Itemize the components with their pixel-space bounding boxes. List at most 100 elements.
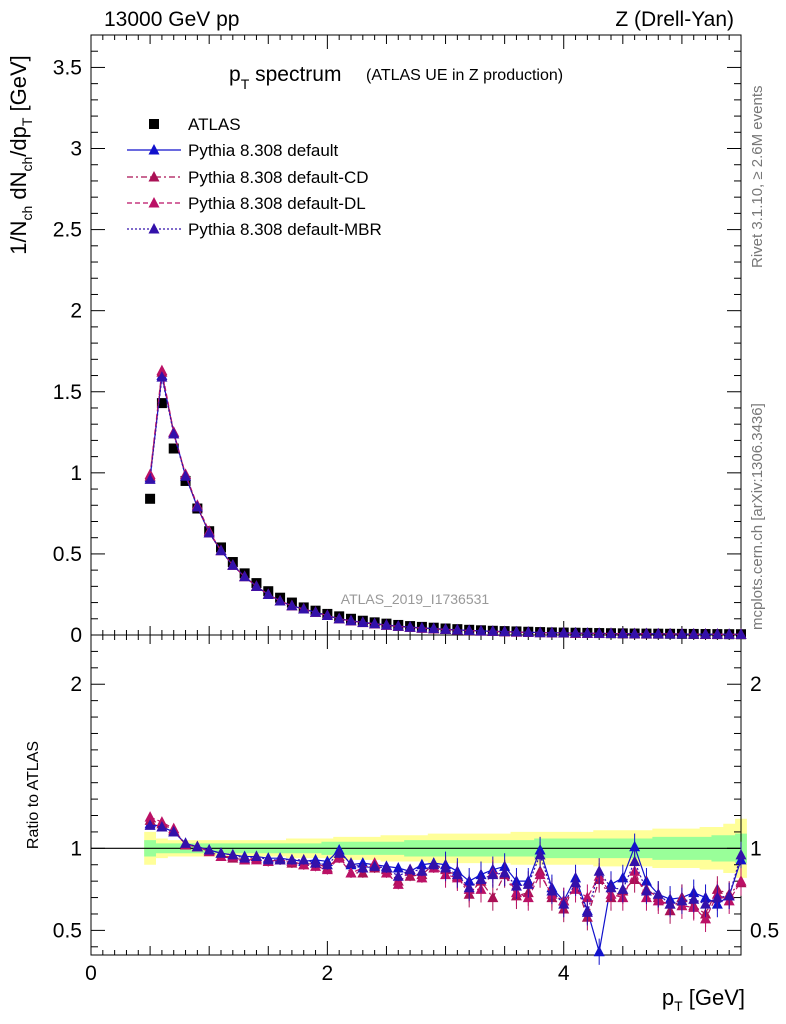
ratio-point-3 xyxy=(735,848,747,860)
ratio-point-2 xyxy=(700,912,712,924)
atlas-data-point xyxy=(180,475,191,486)
mc-point-4 xyxy=(392,620,404,631)
header-left-label: 13000 GeV pp xyxy=(104,8,240,31)
ratio-point-3 xyxy=(321,858,333,870)
mc-point-4 xyxy=(250,580,262,591)
ratio-point-0 xyxy=(416,858,428,870)
ratio-point-3 xyxy=(475,873,487,885)
mc-point-4 xyxy=(239,570,251,582)
mc-point-4 xyxy=(416,622,428,633)
mc-point-3 xyxy=(156,364,168,376)
mc-point-4 xyxy=(487,625,499,636)
x-tick-label: 2 xyxy=(322,962,334,985)
mc-point-4 xyxy=(593,627,605,638)
mc-point-4 xyxy=(227,559,239,570)
mc-point-4 xyxy=(191,500,203,512)
ratio-y-axis-title: Ratio to ATLAS xyxy=(25,741,42,849)
ratio-point-3 xyxy=(451,868,463,880)
ratio-point-3 xyxy=(617,883,629,894)
ratio-point-3 xyxy=(652,888,664,899)
mc-point-4 xyxy=(428,622,440,634)
x-tick-label: 0 xyxy=(85,962,97,985)
mc-point-4 xyxy=(262,588,274,599)
mc-point-4 xyxy=(711,628,723,639)
mc-point-4 xyxy=(499,625,511,637)
ratio-point-0 xyxy=(629,840,641,852)
plot-title: pT spectrum xyxy=(229,63,341,92)
atlas-data-point xyxy=(156,398,167,409)
ratio-point-3 xyxy=(345,857,357,868)
ratio-point-3 xyxy=(215,847,227,858)
ratio-point-3 xyxy=(333,847,345,858)
mc-point-4 xyxy=(168,427,180,439)
ratio-point-3 xyxy=(380,862,392,873)
ratio-point-3 xyxy=(629,855,641,866)
ratio-point-3 xyxy=(286,853,298,865)
ratio-point-3 xyxy=(428,858,440,870)
ratio-point-3 xyxy=(676,894,688,906)
legend-atlas-marker xyxy=(149,119,159,129)
mc-point-4 xyxy=(310,606,322,617)
mc-point-4 xyxy=(664,627,676,639)
mc-point-4 xyxy=(369,617,381,629)
legend-entry-label: Pythia 8.308 default xyxy=(188,141,339,160)
mc-point-4 xyxy=(735,628,747,639)
ratio-point-3 xyxy=(570,876,582,888)
ratio-point-1 xyxy=(487,891,499,903)
ratio-point-3 xyxy=(463,881,475,893)
y-tick-label: 0 xyxy=(70,624,82,647)
ratio-y-tick-label-left: 1 xyxy=(70,837,82,860)
legend-entry-label: ATLAS xyxy=(188,115,241,134)
ratio-point-3 xyxy=(546,885,558,896)
legend-marker-1 xyxy=(148,144,160,155)
y-tick-label: 3 xyxy=(70,138,82,161)
mc-point-4 xyxy=(617,627,629,639)
ratio-point-2 xyxy=(534,868,546,880)
mc-point-4 xyxy=(404,621,416,632)
ratio-point-3 xyxy=(605,881,617,893)
ratio-point-3 xyxy=(593,865,605,876)
mc-point-4 xyxy=(144,473,156,484)
ratio-point-3 xyxy=(274,853,286,865)
legend-marker-4 xyxy=(148,223,160,234)
mc-point-4 xyxy=(180,470,192,481)
y-tick-label: 3.5 xyxy=(53,56,82,79)
mc-point-4 xyxy=(156,371,168,382)
ratio-point-2 xyxy=(345,866,357,878)
ratio-point-3 xyxy=(369,860,381,871)
ratio-line-1 xyxy=(149,819,742,920)
ratio-point-3 xyxy=(239,852,251,863)
ratio-y-tick-label-left: 0.5 xyxy=(53,919,82,942)
mc-point-4 xyxy=(652,627,664,639)
x-tick-label: 4 xyxy=(558,962,570,985)
ratio-y-tick-label-left: 2 xyxy=(70,673,82,696)
mc-point-4 xyxy=(640,627,652,639)
mc-line-3 xyxy=(149,370,741,635)
main-y-axis-title: 1/Nch dNch/dpT [GeV] xyxy=(6,55,35,255)
ratio-point-3 xyxy=(700,898,712,909)
legend-marker-2 xyxy=(148,171,160,182)
ratio-point-3 xyxy=(227,848,239,860)
ratio-point-3 xyxy=(404,863,416,875)
ratio-point-3 xyxy=(640,885,652,896)
atlas-data-point xyxy=(145,493,156,504)
mc-point-4 xyxy=(475,624,487,636)
ratio-y-tick-label-right: 2 xyxy=(750,673,762,696)
mc-point-4 xyxy=(558,626,570,638)
mc-point-4 xyxy=(581,627,593,638)
ratio-point-3 xyxy=(440,862,452,873)
mc-point-4 xyxy=(510,625,522,637)
ratio-point-3 xyxy=(558,898,570,909)
ratio-point-2 xyxy=(581,891,593,903)
mc-point-4 xyxy=(676,628,688,639)
header-right-label: Z (Drell-Yan) xyxy=(615,8,734,31)
ratio-point-3 xyxy=(203,843,215,855)
mc-point-4 xyxy=(463,624,475,635)
ratio-point-3 xyxy=(534,848,546,860)
ratio-point-3 xyxy=(310,857,322,868)
ratio-point-3 xyxy=(416,865,428,876)
ratio-point-3 xyxy=(581,906,593,917)
mc-point-4 xyxy=(357,616,369,628)
ratio-point-3 xyxy=(487,868,499,880)
